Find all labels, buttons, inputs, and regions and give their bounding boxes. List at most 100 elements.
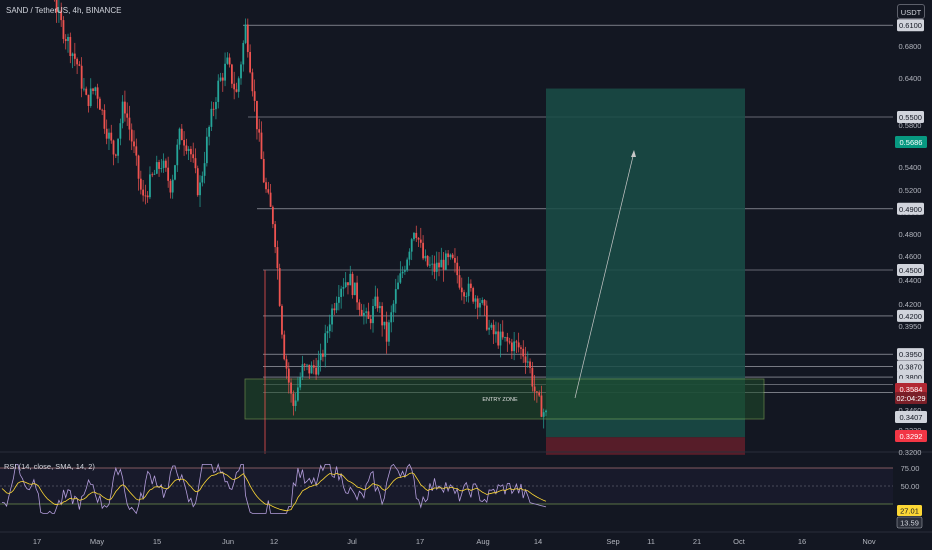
candle-body [522,348,525,357]
candle-body [319,353,322,361]
level-tag-label: 0.4500 [899,266,922,275]
candle-body [158,162,160,169]
candle-body [253,91,256,101]
candle-body [139,178,142,190]
price-tick: 0.6800 [899,42,922,51]
candle-body [538,392,541,396]
time-tick: Jul [347,537,357,546]
candle-body [174,165,176,180]
candle-body [449,254,452,258]
candle-body [474,298,477,302]
rsi-ma-line [1,472,547,512]
candle-body [164,160,167,168]
candle-body [76,58,79,65]
position-zones[interactable]: ENTRY ZONE [244,88,765,455]
time-tick: 11 [647,537,655,546]
candle-body [463,292,465,297]
candle-body [271,206,274,225]
rsi-tick: 75.00 [901,464,920,473]
candle-body [529,361,531,368]
candle-body [69,37,72,56]
level-tag [897,264,924,276]
candle-body [465,296,468,297]
rsi-tick: 50.00 [901,482,920,491]
candle-body [265,182,267,190]
candle-body [499,331,502,346]
candle-body [392,303,395,313]
candle-body [274,224,277,248]
entry-zone [244,378,765,420]
price-tick: 0.5800 [899,121,922,130]
candle-body [294,400,297,406]
horizontal-levels [243,24,893,393]
stop-tag [895,430,927,442]
candle-body [306,364,308,366]
time-tick: May [90,537,104,546]
candle-body [524,356,527,363]
candle-body [262,158,265,183]
candle-body [369,318,372,324]
candle-body [149,174,151,198]
candle-body [62,20,65,39]
candle-body [310,365,313,374]
candle-body [178,128,181,145]
candle-body [526,361,529,363]
candle-body [531,367,534,387]
candle-body [419,239,422,243]
candle-body [112,140,115,155]
candle-body [458,275,461,288]
countdown-tag [895,392,927,404]
candle-body [269,192,272,207]
candle-body [242,42,245,65]
candle-body [372,306,374,324]
candle-body [501,331,504,338]
candle-body [267,189,270,193]
candle-body [385,321,388,342]
candle-body [415,232,418,238]
candle-body [495,331,497,335]
rsi-pane [0,451,932,515]
candle-body [224,63,226,81]
candle-body [417,237,420,240]
candle-body [87,94,90,106]
candle-body [435,262,438,272]
rsi-value-label: 27.01 [900,507,919,516]
candle-body [413,232,415,240]
price-candles [54,0,547,454]
candle-body [510,342,513,352]
time-axis[interactable]: 17 May 15 Jun 12 Jul 17 Aug 14 Sep 11 21 Oct 16 Nov [0,531,932,546]
candle-body [124,101,126,114]
level-tag-label: 0.5500 [899,113,922,122]
price-tick: 0.4600 [899,252,922,261]
candle-body [203,163,206,176]
candle-body [105,128,108,139]
candle-body [469,283,472,289]
candle-body [128,117,131,130]
candle-body [358,302,361,310]
candle-body [438,262,440,268]
candle-body [360,309,363,316]
candle-body [237,78,240,92]
candle-body [353,282,356,296]
level-tag-label: 0.3950 [899,350,922,359]
candle-body [349,273,352,286]
stop-zone [546,437,745,455]
candle-body [283,334,286,360]
candle-body [506,337,509,342]
candle-body [169,180,172,193]
candle-body [85,88,88,95]
candle-body [513,341,516,352]
candle-body [278,268,281,306]
candle-body [476,298,479,308]
candle-body [135,146,138,156]
candle-body [422,242,424,259]
candle-body [444,253,447,270]
currency-button[interactable]: USDT [897,4,925,19]
candle-body [540,395,543,417]
candle-body [397,282,399,290]
level-tag-label: 0.3800 [899,373,922,382]
candle-body [119,123,122,139]
level-tag [897,348,924,361]
candle-body [447,253,450,258]
